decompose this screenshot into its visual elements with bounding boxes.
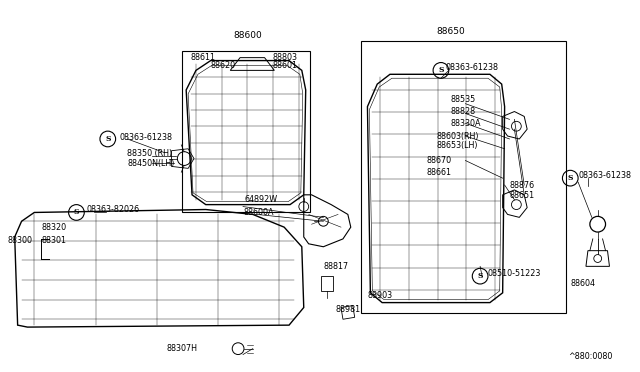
Text: 88817: 88817 <box>323 262 348 271</box>
Text: 88876: 88876 <box>509 180 534 189</box>
Text: 88828: 88828 <box>451 107 476 116</box>
Text: 88601: 88601 <box>273 61 298 70</box>
Bar <box>360 41 566 313</box>
Text: 88330A: 88330A <box>451 119 481 128</box>
Text: ^880:0080: ^880:0080 <box>568 352 612 361</box>
Text: S: S <box>568 174 573 182</box>
Text: 88651: 88651 <box>509 191 534 200</box>
Text: 88604: 88604 <box>570 279 595 288</box>
Text: 88653(LH): 88653(LH) <box>436 141 477 150</box>
Text: 88903: 88903 <box>367 291 392 300</box>
Text: 88350 (RH): 88350 (RH) <box>127 149 173 158</box>
Bar <box>182 51 310 212</box>
Text: 08363-61238: 08363-61238 <box>120 132 173 141</box>
Text: 88307H: 88307H <box>166 344 198 353</box>
Text: S: S <box>105 135 111 143</box>
Text: 64892W: 64892W <box>245 195 278 204</box>
Text: 88620: 88620 <box>211 61 236 70</box>
Text: 88320: 88320 <box>41 223 67 232</box>
Text: 88611: 88611 <box>190 53 215 62</box>
Text: S: S <box>477 272 483 280</box>
Text: S: S <box>74 208 79 217</box>
Text: 88600A: 88600A <box>243 208 273 217</box>
Text: 88600: 88600 <box>234 31 262 39</box>
Text: 08363-61238: 08363-61238 <box>578 171 631 180</box>
Text: 88661: 88661 <box>426 168 451 177</box>
Text: 88300: 88300 <box>8 236 33 246</box>
Text: S: S <box>438 66 444 74</box>
Text: 88981: 88981 <box>335 305 360 314</box>
Text: 88535: 88535 <box>451 95 476 104</box>
Text: 88650: 88650 <box>436 27 465 36</box>
Text: 88603(RH): 88603(RH) <box>436 132 479 141</box>
Text: 88450N(LH): 88450N(LH) <box>127 159 175 168</box>
Text: 08363-82026: 08363-82026 <box>86 205 140 214</box>
Text: 08510-51223: 08510-51223 <box>488 269 541 278</box>
Text: 88670: 88670 <box>426 156 451 165</box>
Text: 08363-61238: 08363-61238 <box>446 63 499 72</box>
Text: 88301: 88301 <box>41 236 66 246</box>
Text: 88803: 88803 <box>273 53 298 62</box>
